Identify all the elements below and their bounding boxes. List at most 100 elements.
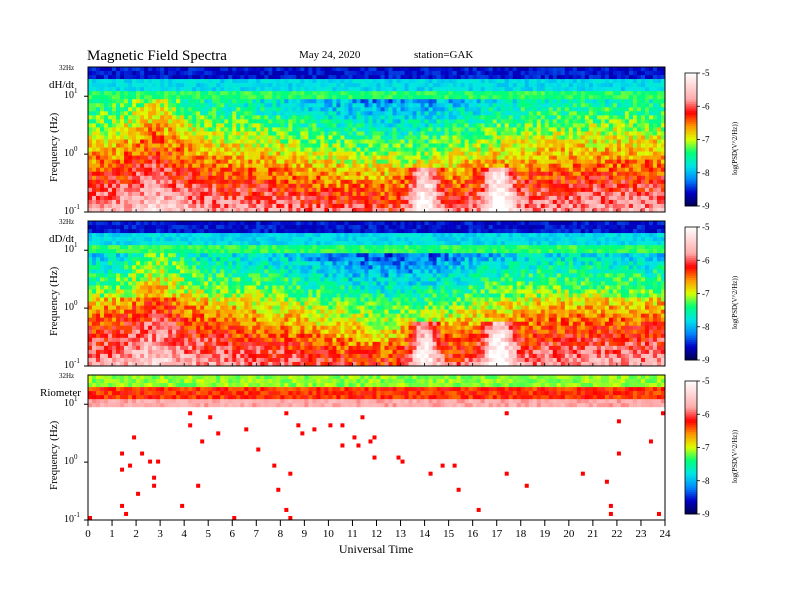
spectrogram-cell [208, 139, 213, 144]
spectrogram-cell [556, 79, 562, 84]
spectrogram-cell [432, 103, 437, 108]
spectrogram-cell [580, 179, 586, 185]
spectrogram-cell [620, 107, 626, 112]
spectrogram-cell [584, 183, 590, 189]
spectrogram-cell [552, 75, 558, 80]
spectrogram-cell [400, 131, 405, 136]
spectrogram-cell [528, 103, 534, 108]
spectrogram-cell [256, 179, 261, 185]
spectrogram-cell [276, 151, 281, 156]
spectrogram-cell [612, 147, 618, 152]
spectrogram-cell [496, 75, 502, 80]
spectrogram-cell [168, 135, 173, 140]
spectrogram-cell [620, 179, 626, 185]
spectrogram-cell [168, 99, 173, 104]
spectrogram-cell [532, 191, 538, 197]
spectrogram-cell [636, 147, 642, 152]
spectrogram-cell [336, 179, 341, 185]
spectrogram-cell [464, 171, 469, 177]
spectrogram-cell [100, 79, 105, 84]
spectrogram-cell [232, 119, 237, 124]
spectrogram-cell [464, 183, 469, 189]
spectrogram-cell [268, 143, 273, 148]
spectrogram-cell [592, 195, 598, 201]
spectrogram-cell [396, 119, 401, 124]
spectrogram-cell [500, 131, 506, 136]
spectrogram-cell [96, 111, 101, 116]
spectrogram-cell [220, 127, 225, 132]
spectrogram-cell [580, 131, 586, 136]
spectrogram-cell [512, 155, 518, 160]
spectrogram-cell [324, 187, 329, 193]
spectrogram-cell [428, 143, 433, 148]
spectrogram-cell [564, 195, 570, 201]
spectrogram-cell [432, 119, 437, 124]
spectrogram-cell [360, 183, 365, 189]
spectrogram-cell [248, 199, 253, 205]
spectrogram-cell [532, 95, 538, 100]
spectrogram-cell [488, 159, 493, 164]
spectrogram-cell [588, 79, 594, 84]
spectrogram-cell [424, 187, 429, 193]
spectrogram-cell [280, 159, 285, 164]
spectrogram-cell [116, 127, 121, 132]
spectrogram-cell [488, 199, 493, 205]
spectrogram-cell [472, 175, 477, 181]
spectrogram-cell [604, 171, 610, 177]
spectrogram-cell [344, 155, 349, 160]
spectrogram-cell [220, 199, 225, 205]
spectrogram-cell [320, 199, 325, 205]
spectrogram-cell [88, 195, 93, 201]
spectrogram-cell [140, 163, 145, 168]
spectrogram-cell [572, 155, 578, 160]
spectrogram-cell [384, 159, 389, 164]
spectrogram-cell [512, 103, 518, 108]
spectrogram-cell [220, 183, 225, 189]
spectrogram-cell [448, 151, 453, 156]
spectrogram-cell [408, 67, 413, 72]
spectrogram-cell [428, 91, 433, 96]
spectrogram-cell [152, 131, 157, 136]
spectrogram-cell [408, 115, 413, 120]
spectrogram-cell [148, 147, 153, 152]
spectrogram-cell [136, 75, 141, 80]
spectrogram-cell [448, 99, 453, 104]
spectrogram-cell [588, 163, 594, 168]
spectrogram-cell [456, 103, 461, 108]
spectrogram-cell [96, 123, 101, 128]
spectrogram-cell [564, 139, 570, 144]
spectrogram-cell [176, 71, 181, 76]
spectrogram-cell [92, 171, 97, 177]
spectrogram-cell [436, 71, 441, 76]
spectrogram-cell [92, 187, 97, 193]
spectrogram-cell [244, 115, 249, 120]
spectrogram-cell [588, 143, 594, 148]
spectrogram-cell [184, 183, 189, 189]
spectrogram-cell [340, 67, 345, 72]
spectrogram-cell [292, 175, 297, 181]
spectrogram-cell [272, 135, 277, 140]
spectrogram-cell [208, 195, 213, 201]
spectrogram-cell [212, 191, 217, 197]
spectrogram-cell [468, 151, 473, 156]
spectrogram-cell [456, 175, 461, 181]
spectrogram-cell [128, 139, 133, 144]
spectrogram-cell [336, 151, 341, 156]
spectrogram-cell [120, 179, 125, 185]
spectrogram-cell [484, 183, 489, 189]
spectrogram-cell [308, 95, 313, 100]
spectrogram-cell [204, 187, 209, 193]
spectrogram-cell [608, 119, 614, 124]
spectrogram-cell [156, 127, 161, 132]
spectrogram-cell [560, 103, 566, 108]
spectrogram-cell [524, 99, 530, 104]
spectrogram-cell [596, 203, 602, 209]
spectrogram-cell [548, 167, 554, 173]
spectrogram-cell [628, 91, 634, 96]
spectrogram-cell [428, 95, 433, 100]
spectrogram-cell [620, 135, 626, 140]
spectrogram-cell [564, 135, 570, 140]
spectrogram-cell [388, 175, 393, 181]
spectrogram-cell [360, 171, 365, 177]
spectrogram-cell [628, 99, 634, 104]
